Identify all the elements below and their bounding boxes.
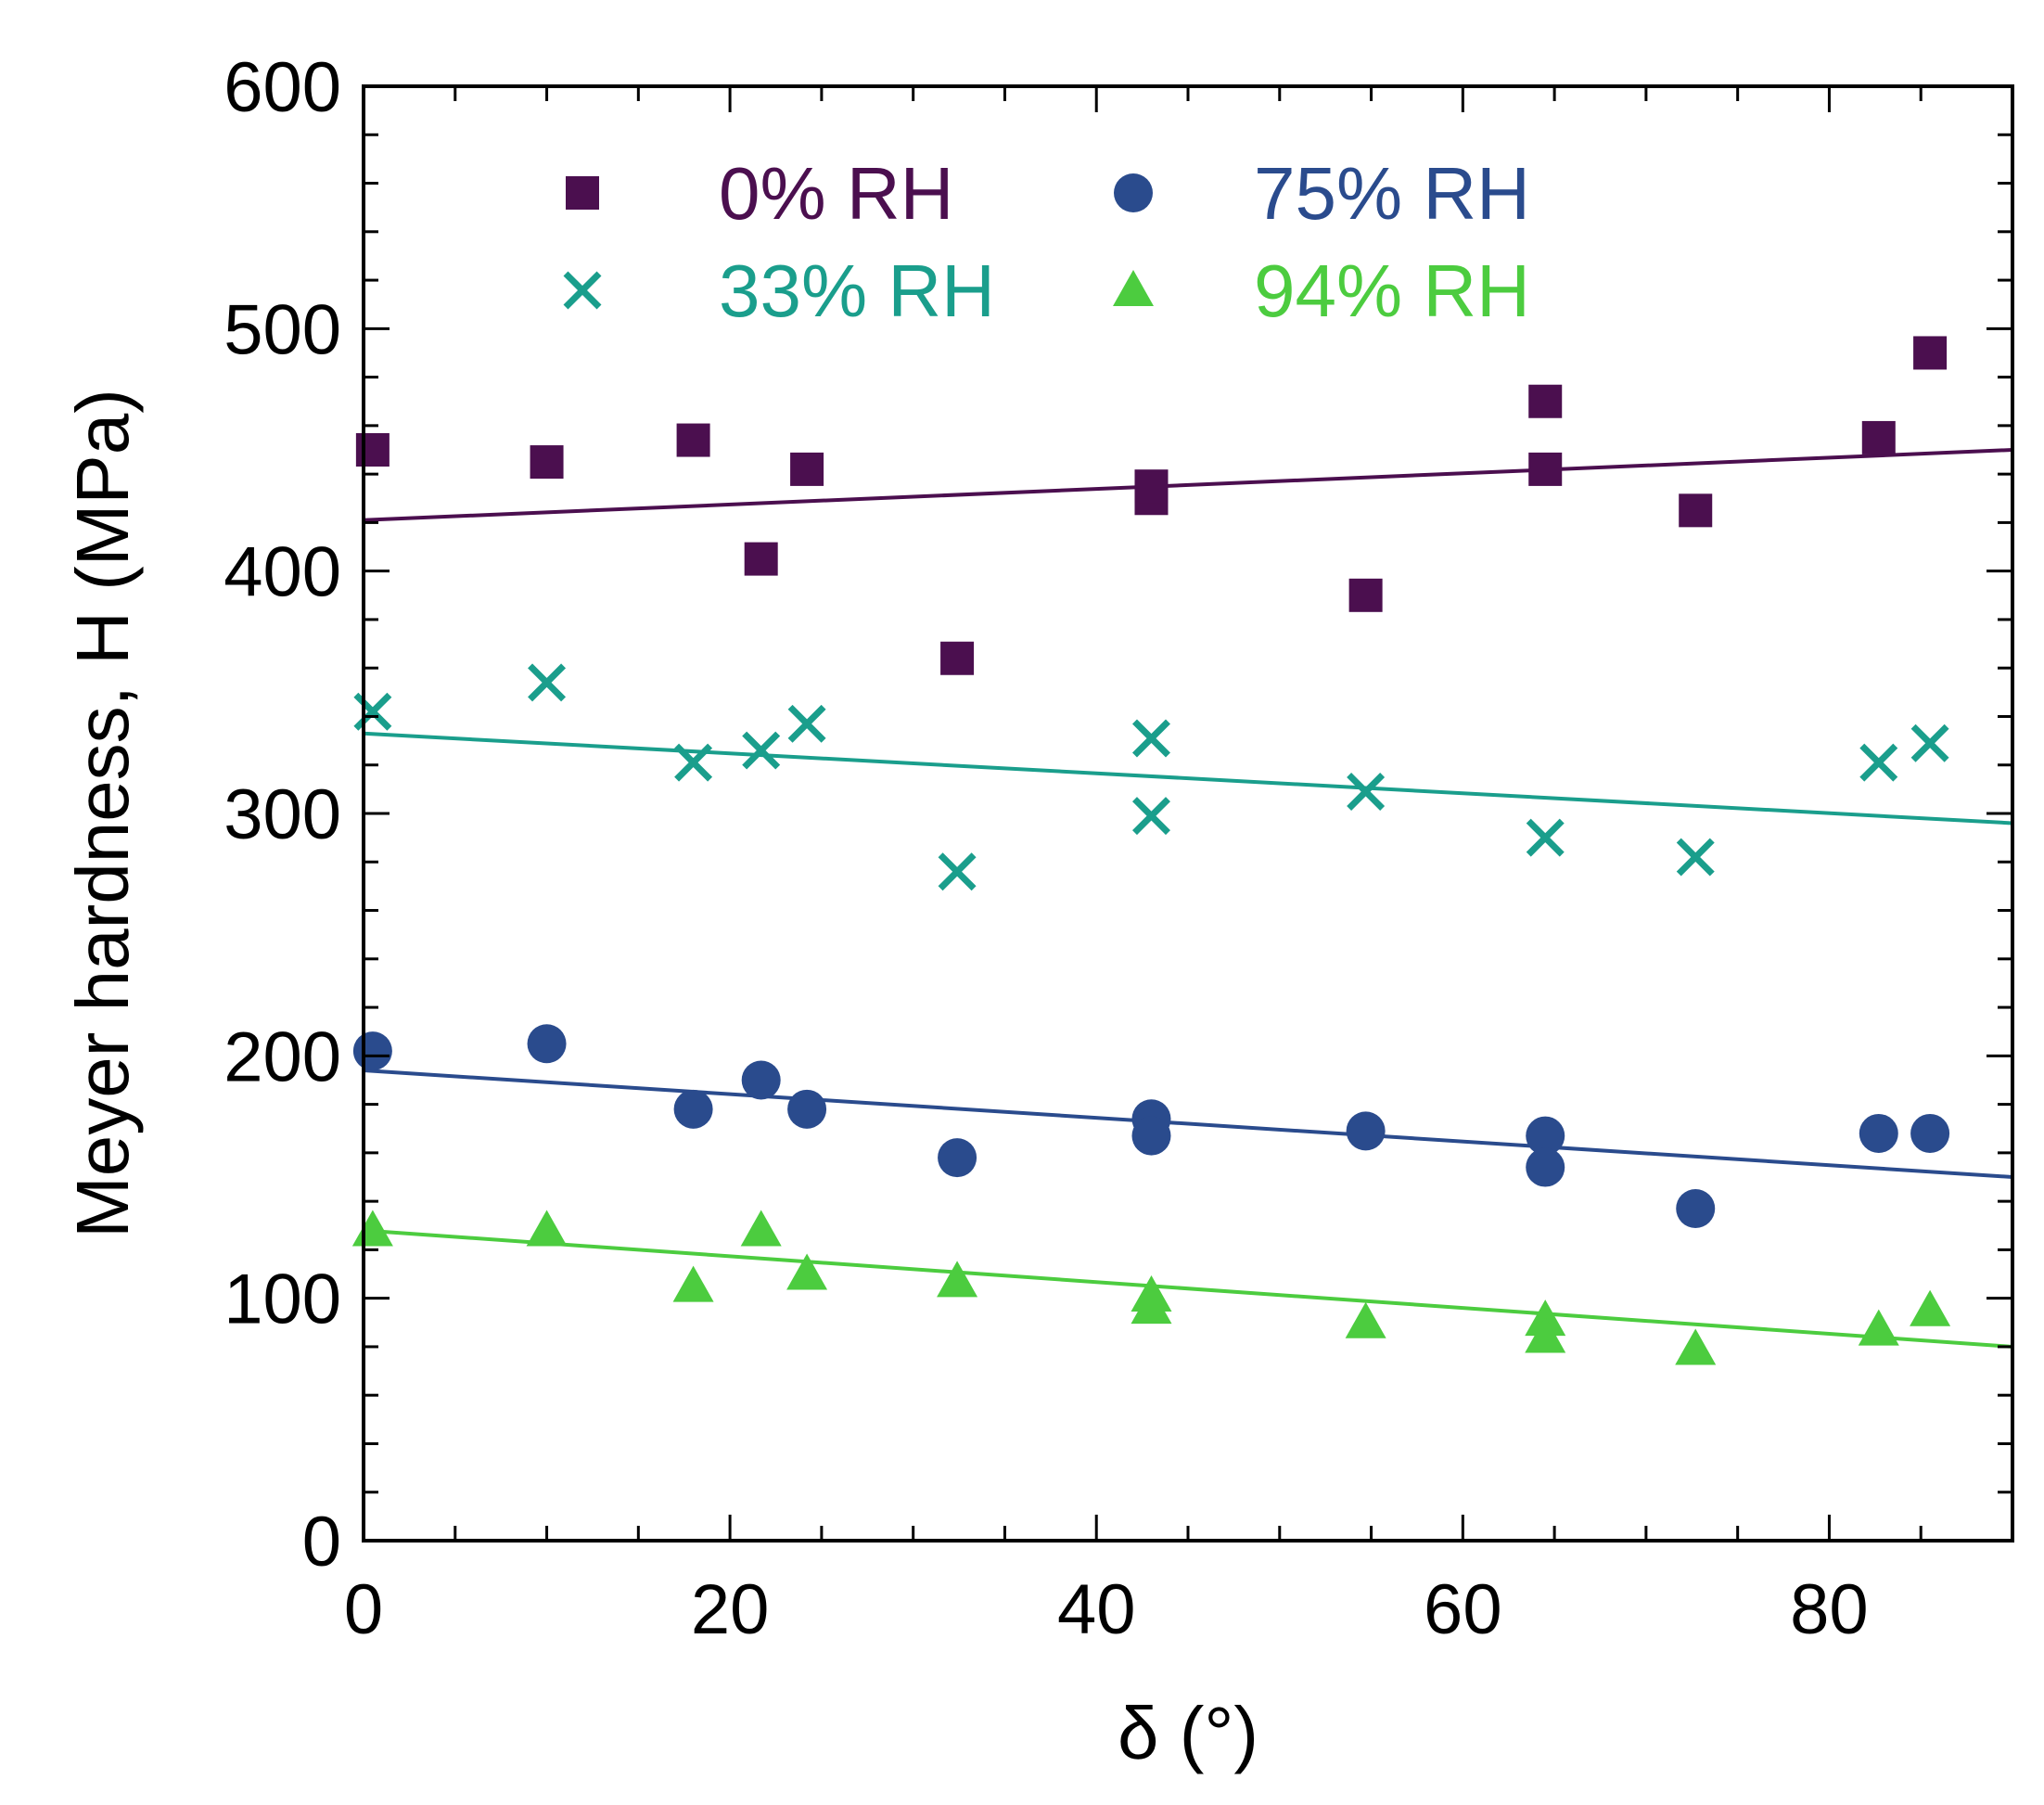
fit-line-33rh bbox=[363, 731, 2013, 826]
y-tick-label: 200 bbox=[224, 1018, 341, 1096]
data-point-33rh bbox=[353, 692, 392, 731]
data-point-0rh bbox=[530, 445, 564, 480]
data-point-0rh bbox=[940, 641, 975, 675]
y-tick-label: 0 bbox=[302, 1503, 341, 1581]
data-point-33rh bbox=[528, 663, 567, 702]
legend-label-94rh: 94% RH bbox=[1254, 250, 1530, 332]
data-point-94rh bbox=[740, 1210, 782, 1247]
data-point-75rh bbox=[938, 1138, 977, 1178]
data-point-0rh bbox=[1528, 452, 1563, 486]
data-point-33rh bbox=[1676, 838, 1715, 877]
data-point-75rh bbox=[1526, 1116, 1565, 1156]
data-point-94rh bbox=[351, 1210, 393, 1247]
x-tick-label: 80 bbox=[1790, 1570, 1869, 1649]
plot-frame bbox=[362, 84, 2014, 1543]
fit-line-94rh bbox=[363, 1228, 2013, 1349]
data-point-94rh bbox=[1525, 1316, 1566, 1353]
data-point-75rh bbox=[1910, 1113, 1950, 1153]
data-point-75rh bbox=[527, 1024, 567, 1064]
legend-label-33rh: 33% RH bbox=[719, 250, 995, 332]
data-point-94rh bbox=[1858, 1309, 1899, 1346]
legend-marker-75rh bbox=[1114, 173, 1153, 212]
data-point-75rh bbox=[1346, 1111, 1386, 1151]
data-point-94rh bbox=[1910, 1289, 1951, 1326]
data-point-0rh bbox=[790, 452, 824, 486]
data-point-94rh bbox=[1345, 1301, 1386, 1338]
legend-marker-0rh bbox=[566, 176, 599, 210]
data-point-0rh bbox=[355, 433, 390, 467]
data-point-33rh bbox=[1347, 773, 1386, 811]
legend-marker-94rh bbox=[1113, 270, 1154, 306]
data-point-94rh bbox=[937, 1261, 978, 1298]
data-point-0rh bbox=[1861, 420, 1896, 454]
data-point-33rh bbox=[1132, 719, 1170, 758]
x-tick-label: 0 bbox=[344, 1570, 383, 1649]
data-point-75rh bbox=[1526, 1147, 1565, 1187]
fit-line-75rh bbox=[363, 1069, 2013, 1179]
data-point-0rh bbox=[1348, 578, 1383, 612]
x-axis-title: δ (°) bbox=[1118, 1692, 1258, 1774]
y-tick-label: 500 bbox=[224, 290, 341, 369]
axis-ticks bbox=[362, 84, 2014, 1543]
data-point-75rh bbox=[352, 1031, 392, 1071]
data-point-33rh bbox=[1859, 743, 1898, 782]
data-point-33rh bbox=[742, 731, 781, 770]
data-point-33rh bbox=[674, 743, 713, 782]
data-point-33rh bbox=[787, 704, 826, 743]
data-point-94rh bbox=[526, 1210, 568, 1247]
data-point-0rh bbox=[1679, 493, 1713, 528]
data-point-94rh bbox=[1131, 1287, 1172, 1325]
legend-label-75rh: 75% RH bbox=[1254, 152, 1530, 235]
data-point-94rh bbox=[786, 1253, 828, 1290]
data-point-33rh bbox=[1526, 818, 1565, 857]
y-tick-label: 100 bbox=[224, 1261, 341, 1339]
data-point-75rh bbox=[1859, 1113, 1898, 1153]
data-point-75rh bbox=[673, 1089, 713, 1129]
data-point-0rh bbox=[1913, 336, 1948, 370]
fit-lines bbox=[363, 448, 2013, 1349]
tick-labels: 0 20 40 60 80 0 100 200 300 400 500 600 bbox=[224, 48, 1869, 1649]
data-point-0rh bbox=[1134, 469, 1169, 504]
data-point-75rh bbox=[1131, 1116, 1171, 1156]
legend-marker-33rh bbox=[563, 271, 602, 310]
data-points bbox=[351, 336, 1951, 1365]
data-point-33rh bbox=[1910, 723, 1949, 762]
data-point-33rh bbox=[1132, 797, 1170, 836]
data-point-75rh bbox=[787, 1089, 827, 1129]
y-axis-title: Meyer hardness, H (MPa) bbox=[61, 389, 144, 1238]
y-tick-label: 300 bbox=[224, 775, 341, 854]
data-point-75rh bbox=[741, 1060, 781, 1100]
x-tick-label: 20 bbox=[691, 1570, 770, 1649]
data-point-0rh bbox=[744, 542, 778, 576]
fit-line-0rh bbox=[363, 448, 2013, 522]
data-point-0rh bbox=[676, 423, 710, 457]
x-tick-label: 40 bbox=[1057, 1570, 1136, 1649]
y-tick-label: 600 bbox=[224, 48, 341, 127]
data-point-75rh bbox=[1676, 1188, 1716, 1228]
data-point-33rh bbox=[938, 852, 977, 891]
data-point-94rh bbox=[672, 1265, 714, 1302]
data-point-94rh bbox=[1675, 1328, 1717, 1365]
legend: 0% RH 33% RH 75% RH 94% RH bbox=[563, 152, 1530, 332]
data-point-0rh bbox=[1528, 384, 1563, 418]
legend-label-0rh: 0% RH bbox=[719, 152, 953, 235]
y-tick-label: 400 bbox=[224, 533, 341, 612]
x-tick-label: 60 bbox=[1424, 1570, 1502, 1649]
